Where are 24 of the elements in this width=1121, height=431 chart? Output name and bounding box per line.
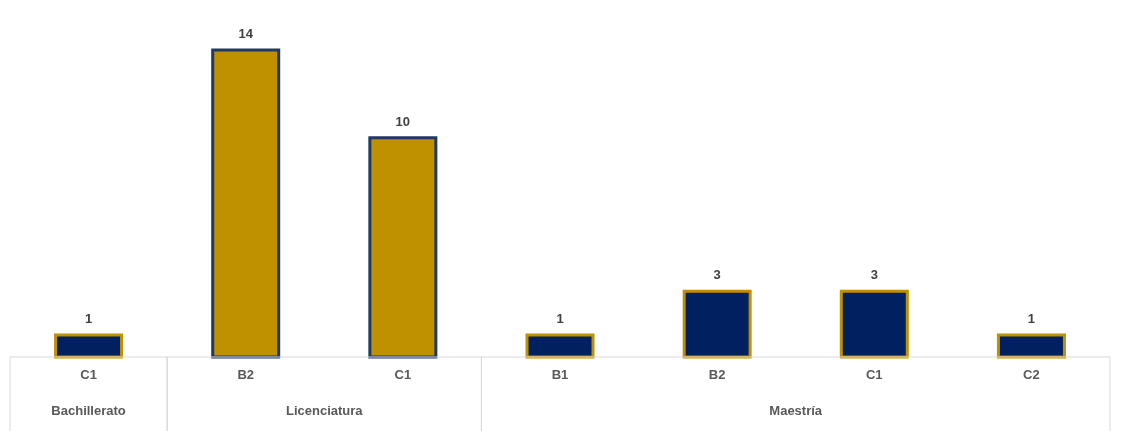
text: Bachillerato	[51, 403, 126, 418]
text: Licenciatura	[285, 403, 364, 418]
bar	[682, 289, 752, 359]
x-tick-label: B1	[551, 367, 569, 382]
x-tick-label: C1	[80, 367, 97, 382]
bar	[211, 48, 281, 359]
data-label: 10	[395, 113, 411, 129]
bar	[525, 333, 595, 359]
text: Maestría	[769, 403, 823, 418]
bar	[839, 289, 909, 359]
data-label: 1	[84, 311, 93, 327]
data-label: 3	[713, 267, 721, 283]
bar	[368, 136, 438, 359]
bar	[54, 333, 124, 359]
data-label: 1	[556, 311, 564, 327]
x-tick-label: B2	[237, 367, 255, 382]
data-label: 1	[1027, 311, 1036, 327]
data-label: 3	[870, 267, 878, 283]
bar	[996, 333, 1066, 359]
x-tick-label: C1	[865, 367, 883, 382]
x-tick-label: C2	[1023, 367, 1040, 382]
x-tick-label: B2	[708, 367, 726, 382]
x-tick-label: C1	[394, 367, 412, 382]
data-label: 14	[238, 26, 254, 41]
